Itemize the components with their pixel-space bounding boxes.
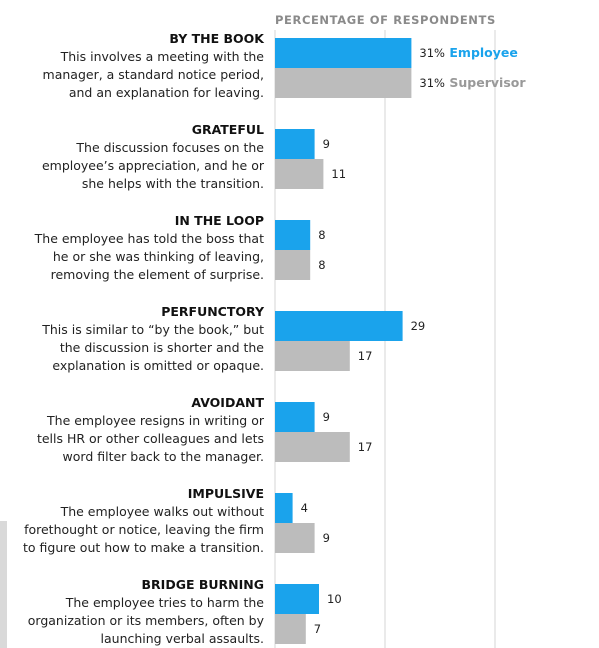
bar-employee <box>275 402 315 432</box>
category-description-line: launching verbal assaults. <box>101 631 264 646</box>
bar-supervisor <box>275 250 311 280</box>
category-title: PERFUNCTORY <box>161 304 265 319</box>
bar-supervisor <box>275 432 350 462</box>
category-title: AVOIDANT <box>191 395 264 410</box>
category-description-line: and an explanation for leaving. <box>69 85 264 100</box>
category-description-line: he or she was thinking of leaving, <box>53 249 264 264</box>
category-description-line: The employee walks out without <box>60 504 265 519</box>
value-label: 31% <box>419 76 445 90</box>
category-description-line: This involves a meeting with the <box>60 49 265 64</box>
category-description-line: employee’s appreciation, and he or <box>42 158 265 173</box>
bar-supervisor <box>275 159 324 189</box>
value-label: 31% <box>419 46 445 60</box>
bar-employee <box>275 129 315 159</box>
category-description-line: The employee tries to harm the <box>65 595 265 610</box>
category-description-line: she helps with the transition. <box>82 176 264 191</box>
category-description-line: tells HR or other colleagues and lets <box>37 431 264 446</box>
bar-employee <box>275 493 293 523</box>
category-title: GRATEFUL <box>192 122 264 137</box>
bar-employee <box>275 38 412 68</box>
bar-employee <box>275 584 319 614</box>
category-description-line: The discussion focuses on the <box>75 140 264 155</box>
value-label: 4 <box>301 501 308 515</box>
value-label: 7 <box>314 622 321 636</box>
category-description-line: This is similar to “by the book,” but <box>41 322 264 337</box>
value-label: 8 <box>318 258 325 272</box>
axis-title: PERCENTAGE OF RESPONDENTS <box>275 13 496 27</box>
category-description-line: explanation is omitted or opaque. <box>52 358 264 373</box>
value-label: 17 <box>358 349 373 363</box>
left-edge-strip <box>0 521 7 648</box>
bars: 31% Employee 31% Supervisor 9 11 8 8 29 17 9 17 4 9 10… <box>275 38 526 644</box>
category-title: IMPULSIVE <box>188 486 264 501</box>
bar-employee <box>275 220 311 250</box>
bar-supervisor <box>275 523 315 553</box>
value-label: 10 <box>327 592 342 606</box>
category-description-line: removing the element of surprise. <box>51 267 264 282</box>
value-label: 8 <box>318 228 325 242</box>
value-label: 11 <box>331 167 346 181</box>
category-labels: BY THE BOOK This involves a meeting with … <box>23 31 265 646</box>
bar-supervisor <box>275 341 350 371</box>
category-description-line: The employee has told the boss that <box>34 231 264 246</box>
bar-supervisor <box>275 68 412 98</box>
category-title: IN THE LOOP <box>175 213 264 228</box>
legend-label-employee: Employee <box>449 45 518 60</box>
value-label: 29 <box>411 319 426 333</box>
value-label: 9 <box>323 531 330 545</box>
category-description-line: organization or its members, often by <box>28 613 265 628</box>
category-description-line: manager, a standard notice period, <box>43 67 264 82</box>
bar-supervisor <box>275 614 306 644</box>
category-title: BY THE BOOK <box>169 31 265 46</box>
bar-employee <box>275 311 403 341</box>
value-label: 9 <box>323 410 330 424</box>
category-description-line: word filter back to the manager. <box>63 449 264 464</box>
category-description-line: The employee resigns in writing or <box>46 413 265 428</box>
category-description-line: the discussion is shorter and the <box>60 340 264 355</box>
category-title: BRIDGE BURNING <box>142 577 264 592</box>
value-label: 9 <box>323 137 330 151</box>
legend-label-supervisor: Supervisor <box>449 75 526 90</box>
category-description-line: to figure out how to make a transition. <box>23 540 264 555</box>
category-description-line: forethought or notice, leaving the firm <box>24 522 264 537</box>
value-label: 17 <box>358 440 373 454</box>
